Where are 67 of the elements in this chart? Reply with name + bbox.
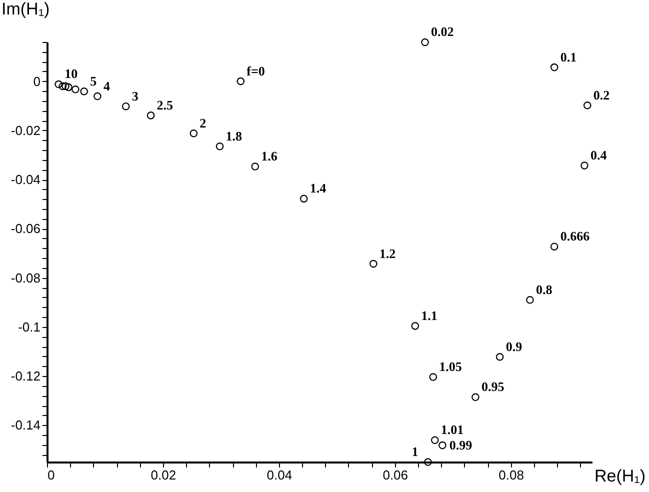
annotation: 2 [200,115,206,130]
point [472,393,480,402]
annotation: 0.2 [593,87,610,102]
y-tick-label: -0.14 [10,418,40,433]
x-tick-label: 0.04 [266,468,292,482]
annotation: 1.4 [310,180,327,196]
annotation: 0.99 [449,437,473,452]
y-tick-label: -0.12 [10,368,40,384]
point [421,38,429,46]
point [430,436,439,444]
x-tick-label: 0.06 [382,468,408,482]
x-tick-label: 0.02 [150,468,176,482]
annotation: 2.5 [156,97,174,112]
point [72,86,80,94]
point [146,112,155,120]
point [411,322,420,330]
point [526,296,534,304]
annotation: 1.01 [440,422,464,438]
annotation: 1.1 [421,308,438,323]
annotation: 1.2 [379,246,396,261]
annotation: 5 [90,73,98,88]
x-axis-title: Re(H₁) [594,466,646,486]
point [496,352,504,361]
point [580,162,588,170]
annotation: 1.05 [439,359,462,374]
y-tick-label: -0.02 [10,122,40,138]
point [62,82,70,90]
annotation: 0.8 [536,282,553,297]
annotation: f=0 [246,63,265,78]
annotation: 0.9 [506,338,523,354]
annotation: 0.4 [590,148,608,163]
annotation: 0.1 [560,49,577,64]
point [300,194,308,203]
x-tick-label: 0.08 [498,468,524,482]
annotation: 10 [64,66,78,82]
y-tick-label: -0.1 [18,319,40,334]
point [54,80,62,88]
point [370,260,378,268]
annotation: 1.8 [226,128,243,144]
y-axis-title: Im(H₁) [2,0,50,18]
point [58,82,67,90]
y-tick-label: -0.06 [10,221,40,236]
point [236,77,245,86]
point [429,373,438,381]
point [438,441,446,450]
point [122,102,130,110]
annotation: 0.666 [560,228,590,244]
point [251,162,260,170]
annotation: 0.95 [481,379,505,394]
x-tick-label: 0 [48,468,55,482]
point [190,129,198,138]
annotation: 0.02 [431,24,454,40]
point [216,142,224,150]
annotation: 1.6 [261,148,278,164]
y-tick-label: 0 [33,74,40,89]
annotation: 3 [132,88,139,104]
y-tick-label: -0.08 [10,270,40,286]
point [80,87,88,96]
point [550,63,558,72]
y-tick-label: -0.04 [10,172,40,188]
point [64,83,72,92]
point [94,92,102,100]
annotation: 4 [103,78,110,94]
point [550,242,558,250]
annotation: 1 [412,444,418,459]
point [583,101,592,110]
point [424,458,432,466]
